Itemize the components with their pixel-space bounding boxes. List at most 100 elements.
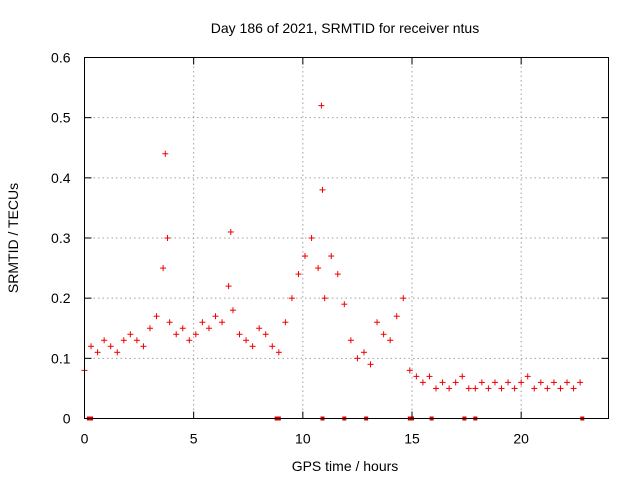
data-point xyxy=(570,385,577,392)
data-point xyxy=(140,343,147,350)
data-point xyxy=(133,337,140,344)
x-tick-label: 15 xyxy=(404,431,420,447)
data-point xyxy=(160,265,167,272)
data-point xyxy=(446,385,453,392)
data-point xyxy=(367,361,374,368)
data-point xyxy=(227,228,234,235)
data-point xyxy=(219,319,226,326)
y-tick-label: 0.4 xyxy=(51,170,71,186)
data-point xyxy=(380,331,387,338)
x-tick-label: 10 xyxy=(295,431,311,447)
data-point xyxy=(173,331,180,338)
data-point xyxy=(212,313,219,320)
data-point xyxy=(153,313,160,320)
data-point xyxy=(94,349,101,356)
data-point xyxy=(308,235,315,241)
data-point xyxy=(249,343,256,350)
data-point xyxy=(321,295,328,302)
data-point xyxy=(319,186,326,193)
data-point xyxy=(114,349,121,356)
data-point xyxy=(505,379,512,386)
data-point xyxy=(557,385,564,392)
data-point xyxy=(452,379,459,386)
data-point xyxy=(387,337,394,344)
y-axis-label: SRMTID / TECUs xyxy=(5,183,21,293)
data-point xyxy=(315,265,322,272)
data-point xyxy=(262,331,269,338)
data-point xyxy=(147,325,153,332)
data-point xyxy=(166,319,173,326)
data-point xyxy=(354,355,361,362)
data-point xyxy=(186,337,193,344)
data-point xyxy=(243,337,250,344)
data-point xyxy=(269,343,276,350)
data-point xyxy=(199,319,206,326)
data-point xyxy=(426,373,433,380)
y-tick-label: 0.3 xyxy=(51,230,71,246)
data-point xyxy=(537,379,544,386)
x-axis: 0 5 10 15 20 xyxy=(81,57,529,447)
data-point xyxy=(120,337,127,344)
data-point xyxy=(179,325,186,332)
data-point xyxy=(282,319,289,326)
data-point xyxy=(577,379,584,386)
data-point xyxy=(341,301,348,308)
data-points xyxy=(81,102,584,392)
data-point xyxy=(236,331,243,338)
data-point xyxy=(164,235,171,241)
data-point xyxy=(491,379,498,386)
data-point xyxy=(107,343,114,350)
data-point xyxy=(374,319,381,326)
data-point xyxy=(433,385,440,392)
data-point xyxy=(347,337,354,344)
data-point xyxy=(334,271,341,278)
data-point xyxy=(225,283,232,290)
y-tick-label: 0 xyxy=(63,411,71,427)
data-point xyxy=(127,331,134,338)
data-point xyxy=(544,385,551,392)
data-point xyxy=(256,325,263,332)
data-point xyxy=(101,337,108,344)
data-point xyxy=(524,373,531,380)
data-point xyxy=(472,385,479,392)
data-point xyxy=(360,349,367,356)
y-tick-label: 0.6 xyxy=(51,50,71,66)
data-point xyxy=(88,343,95,350)
data-point xyxy=(229,307,236,314)
data-point xyxy=(162,150,169,157)
data-point xyxy=(485,385,492,392)
data-point xyxy=(531,385,538,392)
data-point xyxy=(518,379,525,386)
data-point xyxy=(459,373,466,380)
data-point xyxy=(478,379,485,386)
x-tick-label: 0 xyxy=(81,431,89,447)
data-point xyxy=(302,253,309,260)
data-point xyxy=(511,385,518,392)
x-axis-label: GPS time / hours xyxy=(292,458,399,474)
data-point xyxy=(318,102,325,109)
x-tick-label: 20 xyxy=(513,431,529,447)
data-point xyxy=(498,385,505,392)
data-point xyxy=(406,367,413,374)
data-point xyxy=(550,379,557,386)
y-tick-label: 0.1 xyxy=(51,350,71,366)
data-point xyxy=(465,385,472,392)
data-point xyxy=(393,313,400,320)
data-point xyxy=(205,325,212,332)
data-point xyxy=(288,295,295,302)
data-point xyxy=(295,271,302,278)
data-point xyxy=(400,295,407,302)
chart-title: Day 186 of 2021, SRMTID for receiver ntu… xyxy=(211,20,479,36)
y-tick-label: 0.5 xyxy=(51,110,71,126)
data-point xyxy=(192,331,199,338)
y-axis: 0 0.1 0.2 0.3 0.4 0.5 0.6 xyxy=(51,50,609,427)
x-tick-label: 5 xyxy=(190,431,198,447)
data-point xyxy=(439,379,446,386)
data-point xyxy=(275,349,282,356)
data-point xyxy=(419,379,426,386)
data-point xyxy=(413,373,420,380)
y-tick-label: 0.2 xyxy=(51,290,71,306)
data-point xyxy=(328,253,335,260)
chart-grid xyxy=(84,57,609,419)
